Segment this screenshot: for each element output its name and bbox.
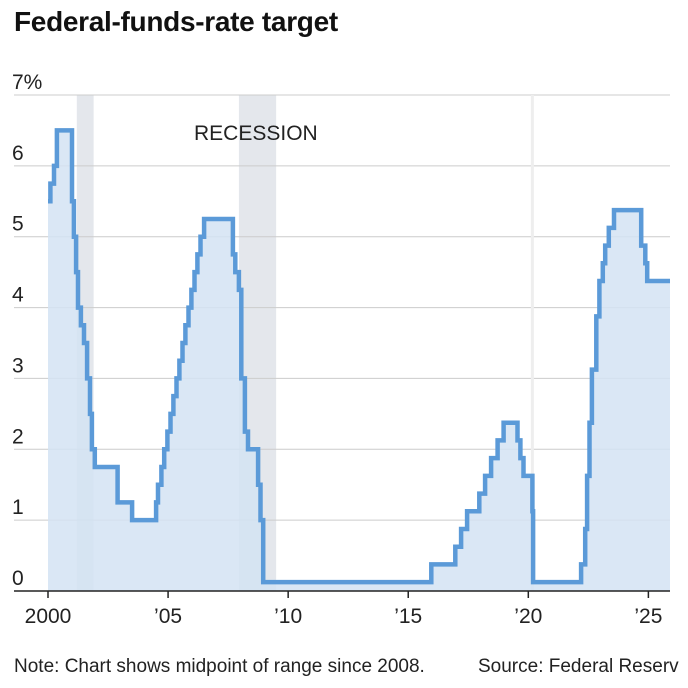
x-tick-label-2020: ’20: [514, 605, 542, 628]
rate-step-line: [48, 128, 670, 585]
rate-area: [48, 130, 670, 591]
y-tick-label-6: 6: [12, 142, 24, 165]
y-tick-label-0: 0: [12, 567, 24, 590]
recession-annotation: RECESSION: [194, 122, 318, 145]
x-tick-label-2025: ’25: [634, 605, 662, 628]
chart-note: Note: Chart shows midpoint of range sinc…: [14, 656, 425, 677]
y-tick-label-2: 2: [12, 425, 24, 448]
rate-area-fill: [48, 130, 670, 591]
x-tick-label-2000: 2000: [25, 605, 72, 628]
annotations: RECESSION: [194, 122, 318, 145]
chart-title: Federal-funds-rate target: [14, 6, 338, 37]
rate-line: [48, 128, 670, 585]
y-tick-label-3: 3: [12, 354, 24, 377]
y-tick-label-1: 1: [12, 496, 24, 519]
chart-source: Source: Federal Reserv: [478, 656, 679, 677]
y-tick-label-5: 5: [12, 213, 24, 236]
y-tick-label-7: 7%: [12, 71, 42, 94]
x-tick-label-2015: ’15: [394, 605, 422, 628]
x-tick-labels: 2000 ’05 ’10 ’15 ’20 ’25: [25, 605, 663, 628]
x-axis: [14, 590, 670, 598]
x-tick-label-2005: ’05: [154, 605, 182, 628]
x-tick-label-2010: ’10: [274, 605, 302, 628]
y-tick-labels: 0 1 2 3 4 5 6 7%: [12, 71, 42, 590]
y-tick-label-4: 4: [12, 284, 24, 307]
